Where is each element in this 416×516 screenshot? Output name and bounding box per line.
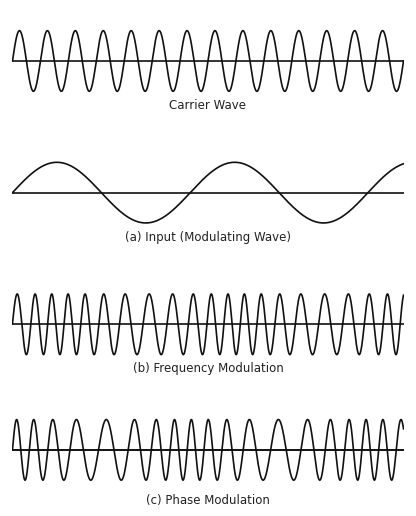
Text: (c) Phase Modulation: (c) Phase Modulation [146,494,270,507]
Text: (b) Frequency Modulation: (b) Frequency Modulation [133,362,283,375]
Text: Carrier Wave: Carrier Wave [169,99,247,112]
Text: (a) Input (Modulating Wave): (a) Input (Modulating Wave) [125,231,291,244]
